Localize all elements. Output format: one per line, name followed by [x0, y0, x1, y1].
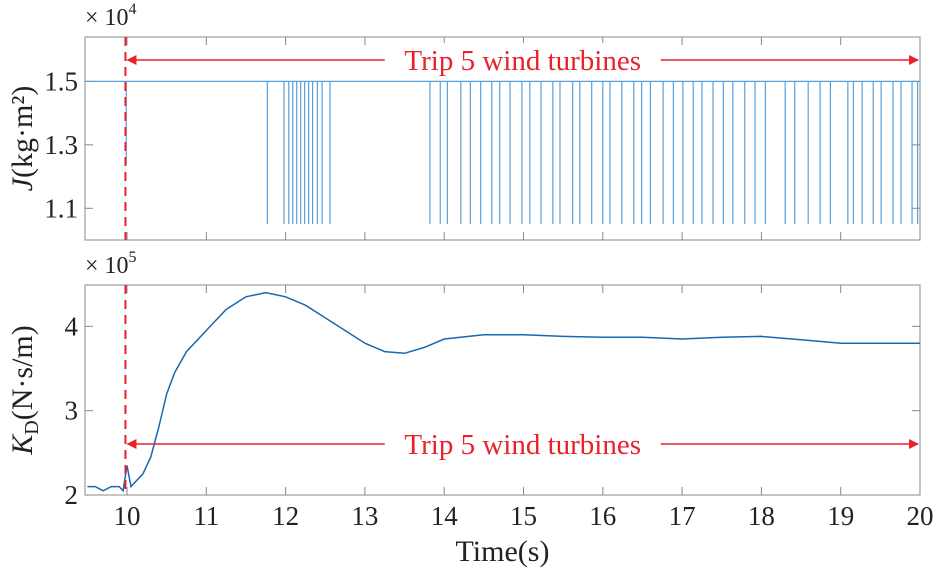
- y-tick-label: 3: [65, 396, 79, 426]
- ylabel-unit: (kg·m²): [6, 86, 39, 178]
- ylabel-subscript: D: [21, 420, 43, 434]
- y-tick-label: 1.5: [44, 66, 78, 96]
- x-tick-label: 16: [589, 501, 616, 531]
- x-tick-label: 12: [272, 501, 299, 531]
- ylabel-unit: (N·s/m): [6, 325, 39, 420]
- x-tick-label: 13: [351, 501, 378, 531]
- axis-multiplier: × 104: [85, 1, 137, 31]
- axis-multiplier: × 105: [85, 249, 137, 279]
- x-tick-label: 17: [669, 501, 696, 531]
- y-tick-label: 1.3: [44, 130, 78, 160]
- y-axis-label: J(kg·m²): [6, 86, 39, 192]
- y-axis-label: KD(N·s/m): [6, 325, 43, 455]
- annotation: Trip 5 wind turbines: [404, 45, 641, 77]
- axes-box: [84, 36, 921, 241]
- x-tick-label: 15: [510, 501, 537, 531]
- y-tick-label: 1.1: [44, 193, 78, 223]
- multiplier-exponent: 4: [129, 1, 137, 18]
- x-tick-label: 18: [748, 501, 775, 531]
- x-tick-label: 11: [193, 501, 219, 531]
- x-tick-label: 10: [114, 501, 141, 531]
- x-tick-label: 14: [431, 501, 459, 531]
- ylabel-symbol: J: [6, 176, 39, 191]
- x-tick-label: 20: [907, 501, 934, 531]
- multiplier-base: × 10: [85, 5, 129, 31]
- x-axis-label: Time(s): [456, 535, 550, 568]
- multiplier-exponent: 5: [129, 249, 137, 266]
- y-tick-label: 4: [65, 311, 79, 341]
- annotation-bg: [384, 427, 661, 461]
- annotation: Trip 5 wind turbines: [404, 429, 641, 461]
- axes-box: [84, 284, 921, 496]
- multiplier-base: × 10: [85, 253, 129, 279]
- x-tick-label: 19: [827, 501, 854, 531]
- ylabel-symbol: K: [6, 433, 39, 456]
- y-tick-label: 2: [65, 480, 79, 510]
- data-line: [87, 291, 920, 493]
- annotation-bg: [384, 43, 661, 77]
